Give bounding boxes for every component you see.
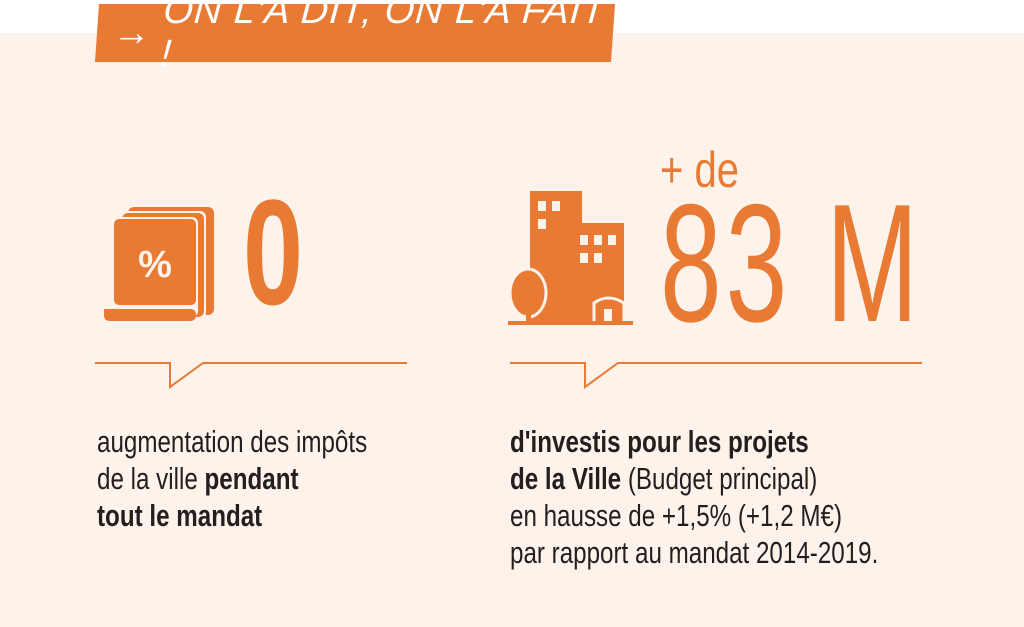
banner-title: ON L'A DIT, ON L'A FAIT ! [159, 0, 608, 75]
divider-pointer-left [95, 362, 407, 389]
tax-description: augmentation des impôts de la ville pend… [97, 423, 367, 534]
description-line: d'investis pour les projets [510, 424, 809, 459]
divider-pointer-right [510, 362, 922, 389]
description-line: tout le mandat [97, 498, 263, 533]
investment-description: d'investis pour les projets de la Ville … [510, 423, 878, 571]
tax-percent-icon: % [104, 207, 214, 321]
description-line: par rapport au mandat 2014-2019. [510, 535, 879, 570]
arrow-right-icon: → [111, 11, 154, 54]
description-line: de la ville pendant [97, 461, 299, 496]
section-banner: → ON L'A DIT, ON L'A FAIT ! [94, 0, 616, 75]
amount-prefix: + de [660, 142, 739, 198]
svg-text:%: % [138, 244, 172, 286]
investment-value: 83 M [660, 169, 923, 357]
description-line: augmentation des impôts [97, 424, 368, 459]
description-line: de la Ville (Budget principal) [510, 461, 818, 496]
tax-increase-value: 0 [243, 168, 304, 336]
content-panel [0, 33, 1024, 627]
description-line: en hausse de +1,5% (+1,2 M€) [510, 498, 843, 533]
city-buildings-icon [508, 191, 633, 325]
